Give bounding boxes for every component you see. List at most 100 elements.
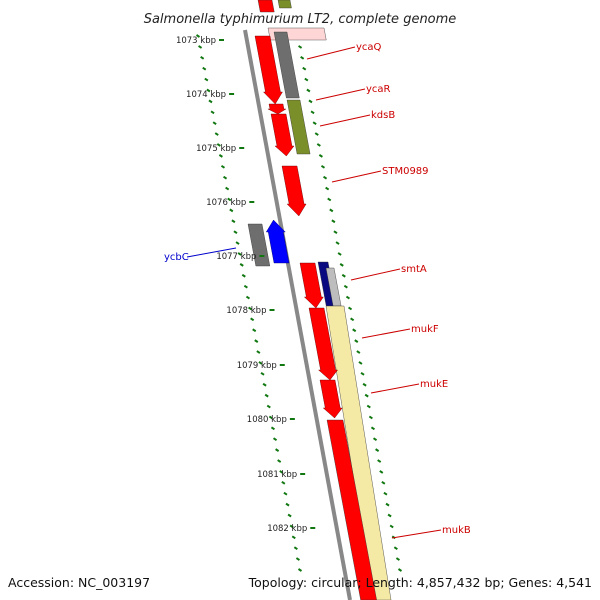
ruler-tick-left: [233, 230, 238, 234]
feature-layer: [247, 0, 392, 600]
ruler-tick-right: [314, 132, 319, 136]
ruler-tick-left: [195, 34, 201, 38]
ruler-tick-left: [279, 470, 284, 474]
kbp-label: 1081 kbp: [257, 470, 297, 480]
ruler-tick-right: [397, 568, 403, 572]
ruler-tick-right: [331, 219, 336, 224]
ruler-tick-left: [254, 339, 259, 343]
leader-line: [315, 88, 366, 101]
gene-label-mukE[interactable]: mukE: [420, 379, 448, 390]
ruler-tick-left: [289, 524, 294, 529]
ruler-tick-right: [362, 382, 367, 387]
ruler-tick-right: [312, 121, 317, 126]
ruler-tick-left: [200, 55, 205, 60]
genome-summary: Topology: circular; Length: 4,857,432 bp…: [248, 575, 592, 590]
kbp-label: 1078 kbp: [226, 306, 266, 316]
leader-line: [350, 268, 401, 281]
ruler-tick-left: [202, 66, 207, 71]
gene-mukE: [319, 379, 343, 419]
gene-label-mukF[interactable]: mukF: [411, 324, 439, 335]
leader-line: [391, 529, 442, 539]
ruler-tick-left: [231, 219, 236, 224]
ruler-tick-left: [241, 273, 246, 278]
ruler-tick-left: [287, 513, 292, 518]
ruler-tick-right: [393, 546, 398, 551]
kbp-label: 1074 kbp: [186, 90, 226, 100]
gene-ycaQ: [254, 35, 283, 105]
kbp-label: 1079 kbp: [237, 361, 277, 371]
ruler-tick-left: [266, 404, 271, 409]
ruler-tick-left: [218, 154, 223, 158]
gene-labels: ycaQ ycaR kdsB STM0989 ycbC smtA mukF mukE mukB: [164, 42, 471, 539]
ruler-tick-right: [333, 230, 338, 234]
ruler-ticks: [195, 34, 403, 572]
leader-line: [186, 247, 237, 258]
ruler-tick-right: [360, 372, 365, 376]
ruler-tick-right: [335, 241, 340, 245]
gene-label-kdsB[interactable]: kdsB: [371, 110, 395, 121]
ruler-tick-right: [298, 45, 303, 49]
gene-smtA: [299, 262, 324, 309]
backbone-line: [243, 29, 352, 600]
gene-label-STM0989[interactable]: STM0989: [382, 166, 429, 177]
ruler-tick-left: [293, 546, 298, 551]
kbp-labels: 1073 kbp 1074 kbp 1075 kbp 1076 kbp 1077 kbp…: [176, 36, 316, 534]
olive-feature: [277, 0, 292, 9]
ruler-tick-right: [395, 557, 400, 561]
kbp-label: 1080 kbp: [247, 415, 287, 425]
ruler-tick-right: [318, 154, 323, 158]
ruler-tick-left: [297, 568, 303, 572]
gene-label-ycbC[interactable]: ycbC: [164, 252, 189, 263]
ruler-tick-right: [302, 66, 307, 71]
ruler-tick-left: [281, 480, 286, 485]
ruler-tick-right: [341, 273, 346, 278]
gene-label-smtA[interactable]: smtA: [401, 264, 427, 275]
gene-STM0989: [281, 165, 307, 217]
ruler-tick-right: [343, 284, 348, 289]
ruler-tick-left: [260, 372, 265, 376]
ruler-tick-left: [220, 164, 226, 169]
gene-label-mukB[interactable]: mukB: [442, 525, 471, 536]
ruler-tick-left: [206, 88, 211, 93]
ruler-tick-right: [304, 77, 309, 82]
ruler-tick-left: [275, 448, 280, 452]
ruler-tick-left: [208, 99, 213, 104]
ruler-tick-left: [198, 45, 203, 49]
ruler-tick-left: [216, 143, 221, 147]
ruler-tick-left: [258, 361, 263, 365]
ruler-tick-right: [316, 143, 321, 147]
ruler-tick-right: [385, 502, 390, 507]
ruler-tick-right: [327, 197, 332, 202]
ruler-tick-left: [252, 328, 257, 333]
ruler-tick-right: [377, 459, 382, 463]
ruler-tick-right: [306, 88, 311, 93]
ruler-tick-right: [350, 317, 355, 322]
backbone-layer: [243, 29, 352, 600]
ruler-tick-left: [225, 186, 230, 191]
ruler-tick-right: [389, 524, 394, 529]
ruler-tick-right: [337, 252, 342, 256]
ruler-tick-left: [247, 306, 253, 311]
gene-label-ycaR[interactable]: ycaR: [366, 84, 391, 95]
ruler-tick-right: [325, 186, 330, 191]
ruler-tick-right: [375, 448, 380, 452]
ruler-tick-right: [345, 295, 351, 300]
forward-gene-segment: [257, 0, 275, 13]
ruler-tick-left: [229, 208, 234, 213]
olive-feature: [286, 99, 311, 155]
ruler-tick-right: [366, 404, 371, 409]
kbp-label: 1077 kbp: [216, 252, 256, 262]
ruler-tick-right: [381, 480, 386, 485]
gene-label-ycaQ[interactable]: ycaQ: [356, 42, 382, 53]
leader-line: [370, 383, 420, 394]
ruler-tick-left: [277, 459, 282, 463]
ruler-tick-left: [295, 557, 300, 561]
ruler-tick-left: [239, 263, 244, 267]
ruler-tick-right: [372, 437, 378, 442]
ruler-tick-left: [212, 121, 217, 126]
ruler-tick-right: [383, 491, 388, 496]
ruler-tick-left: [285, 502, 290, 507]
kbp-label: 1082 kbp: [267, 524, 307, 534]
